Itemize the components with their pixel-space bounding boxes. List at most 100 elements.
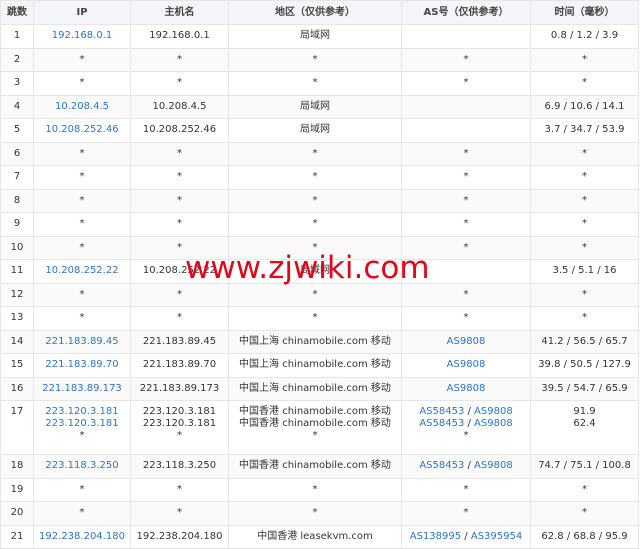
as-link[interactable]: AS9808 xyxy=(446,382,486,394)
header-cell: 跳数 xyxy=(0,0,34,25)
cell-line: * xyxy=(403,54,530,66)
cell: * xyxy=(401,165,531,190)
ip-link[interactable]: 223.118.3.250 xyxy=(45,460,119,472)
cell-text: 9 xyxy=(13,218,21,230)
cell-line: 16 xyxy=(2,383,33,395)
as-link[interactable]: AS58453 xyxy=(419,460,465,472)
ip-link[interactable]: 223.120.3.181 xyxy=(45,406,119,417)
cell-line: * xyxy=(230,289,401,301)
cell-line: 中国香港 chinamobile.com 移动 xyxy=(230,418,401,430)
cell: * xyxy=(530,235,639,260)
cell-text: 2 xyxy=(13,53,21,65)
hop-row: 15 221.183.89.70 221.183.89.70 中国上海 chinamo… xyxy=(0,353,639,378)
cell: 局域网 xyxy=(228,24,402,49)
cell-line: 8 xyxy=(2,195,33,207)
hop-row: 14 221.183.89.45 221.183.89.45 中国上海 chinamo… xyxy=(0,329,639,354)
as-link[interactable]: AS58453 xyxy=(419,406,465,417)
cell-line: 1 xyxy=(2,30,33,42)
cell: 91.9 62.4 xyxy=(530,400,639,455)
cell-line: 9 xyxy=(2,218,33,230)
cell: 中国上海 chinamobile.com 移动 xyxy=(228,376,402,401)
ip-link[interactable]: 223.120.3.181 xyxy=(45,418,119,429)
cell-line: * xyxy=(403,195,530,207)
as-text: / xyxy=(464,418,475,429)
cell: 15 xyxy=(0,353,34,378)
as-link[interactable]: AS9808 xyxy=(474,460,513,472)
cell-text: * xyxy=(582,288,587,300)
ip-link[interactable]: 10.208.252.46 xyxy=(45,124,119,136)
as-link[interactable]: AS9808 xyxy=(474,406,513,417)
cell-line: * xyxy=(230,430,401,442)
as-link[interactable]: AS9808 xyxy=(474,418,513,429)
as-text: / xyxy=(461,530,471,542)
cell-line: * xyxy=(132,483,228,496)
ip-link[interactable]: 10.208.4.5 xyxy=(54,100,110,112)
cell-text: 13 xyxy=(10,312,24,324)
as-link[interactable]: AS395954 xyxy=(470,530,523,542)
as-link[interactable]: AS9808 xyxy=(446,359,486,371)
cell-text: 62.4 xyxy=(573,418,596,429)
ip-link[interactable]: 221.183.89.45 xyxy=(45,335,119,347)
cell-text: * xyxy=(312,430,318,441)
header-cell: IP xyxy=(33,0,131,25)
cell-text: 91.9 xyxy=(573,406,596,417)
ip-link[interactable]: 10.208.252.22 xyxy=(45,265,119,277)
cell: * xyxy=(401,282,531,307)
cell-line: 10.208.4.5 xyxy=(35,100,130,113)
cell-line: * xyxy=(132,148,228,160)
cell-line: * xyxy=(132,195,228,207)
cell: * xyxy=(130,188,229,213)
ip-link[interactable]: 192.168.0.1 xyxy=(51,30,113,42)
cell-line: * xyxy=(403,171,530,183)
cell: 1 xyxy=(0,24,34,49)
cell-text: 223.120.3.181 xyxy=(142,418,217,429)
cell-line: * xyxy=(132,171,228,183)
cell-line: * xyxy=(532,195,638,207)
cell: * xyxy=(130,212,229,237)
cell-line: 41.2 / 56.5 / 65.7 xyxy=(532,335,638,348)
cell-text: * xyxy=(79,312,85,324)
cell-text: * xyxy=(177,483,182,495)
cell-text: 41.2 / 56.5 / 65.7 xyxy=(541,335,628,347)
as-text: * xyxy=(463,147,469,159)
as-text: * xyxy=(463,483,469,495)
cell-text: 6.9 / 10.6 / 14.1 xyxy=(544,100,625,112)
as-link[interactable]: AS138995 xyxy=(409,530,462,542)
cell: * xyxy=(401,235,531,260)
cell: 192.168.0.1 xyxy=(130,24,229,49)
cell-line: 223.120.3.181 xyxy=(35,406,130,418)
hop-row: 20 * * * * * xyxy=(0,501,639,526)
cell-line: 2 xyxy=(2,53,33,66)
cell-line: 18 xyxy=(2,460,33,472)
cell-text: 192.168.0.1 xyxy=(149,30,210,42)
cell-line: 局域网 xyxy=(230,124,401,136)
cell-line: AS58453 / AS9808 xyxy=(403,460,530,472)
cell-line: 223.118.3.250 xyxy=(35,460,130,472)
cell-text: 10.208.252.46 xyxy=(142,124,217,136)
as-text: * xyxy=(463,218,469,230)
cell xyxy=(401,259,531,284)
cell: * xyxy=(401,71,531,96)
cell xyxy=(401,24,531,49)
cell-text: * xyxy=(177,288,182,300)
cell-line: 10.208.252.22 xyxy=(132,265,228,277)
cell: 10.208.252.46 xyxy=(33,118,131,143)
cell-text: 15 xyxy=(10,359,24,371)
ip-link[interactable]: 192.238.204.180 xyxy=(39,530,125,542)
cell-line: * xyxy=(35,430,130,442)
cell-text: * xyxy=(177,430,182,441)
ip-link[interactable]: 221.183.89.70 xyxy=(45,359,119,371)
as-link[interactable]: AS58453 xyxy=(419,418,465,429)
cell-line: 39.5 / 54.7 / 65.9 xyxy=(532,383,638,395)
ip-link[interactable]: 221.183.89.173 xyxy=(42,382,122,394)
cell-text: * xyxy=(312,507,318,519)
cell-line: * xyxy=(35,288,130,301)
cell: 局域网 xyxy=(228,118,402,143)
cell-line: 10.208.252.22 xyxy=(35,265,130,277)
cell-text: * xyxy=(79,288,85,300)
as-text: / xyxy=(464,460,475,472)
header-cell: 地区（仅供参考） xyxy=(228,0,402,25)
as-link[interactable]: AS9808 xyxy=(446,335,486,347)
cell: 0.8 / 1.2 / 3.9 xyxy=(530,24,639,49)
